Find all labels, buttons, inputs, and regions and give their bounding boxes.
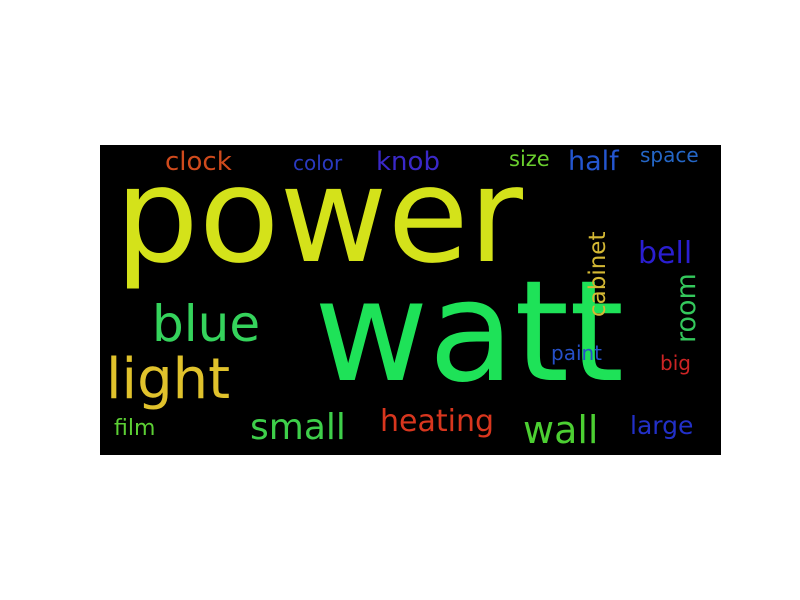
- word-cloud: power watt blue light small heating wall…: [100, 145, 721, 455]
- word-film: film: [114, 416, 156, 441]
- word-blue: blue: [152, 295, 261, 353]
- word-paint: paint: [551, 341, 603, 365]
- word-half: half: [568, 146, 619, 177]
- word-big: big: [660, 351, 691, 375]
- word-cabinet: cabinet: [585, 231, 611, 317]
- word-knob: knob: [376, 147, 440, 177]
- word-size: size: [509, 147, 550, 171]
- word-power: power: [115, 145, 523, 293]
- word-light: light: [106, 347, 231, 412]
- word-bell: bell: [638, 236, 693, 271]
- word-room: room: [671, 273, 702, 343]
- word-clock: clock: [165, 147, 232, 177]
- word-heating: heating: [380, 404, 495, 439]
- word-watt: watt: [314, 251, 625, 414]
- word-color: color: [293, 151, 343, 175]
- word-small: small: [250, 407, 346, 448]
- word-space: space: [640, 145, 699, 167]
- word-large: large: [630, 411, 694, 440]
- word-wall: wall: [523, 408, 599, 452]
